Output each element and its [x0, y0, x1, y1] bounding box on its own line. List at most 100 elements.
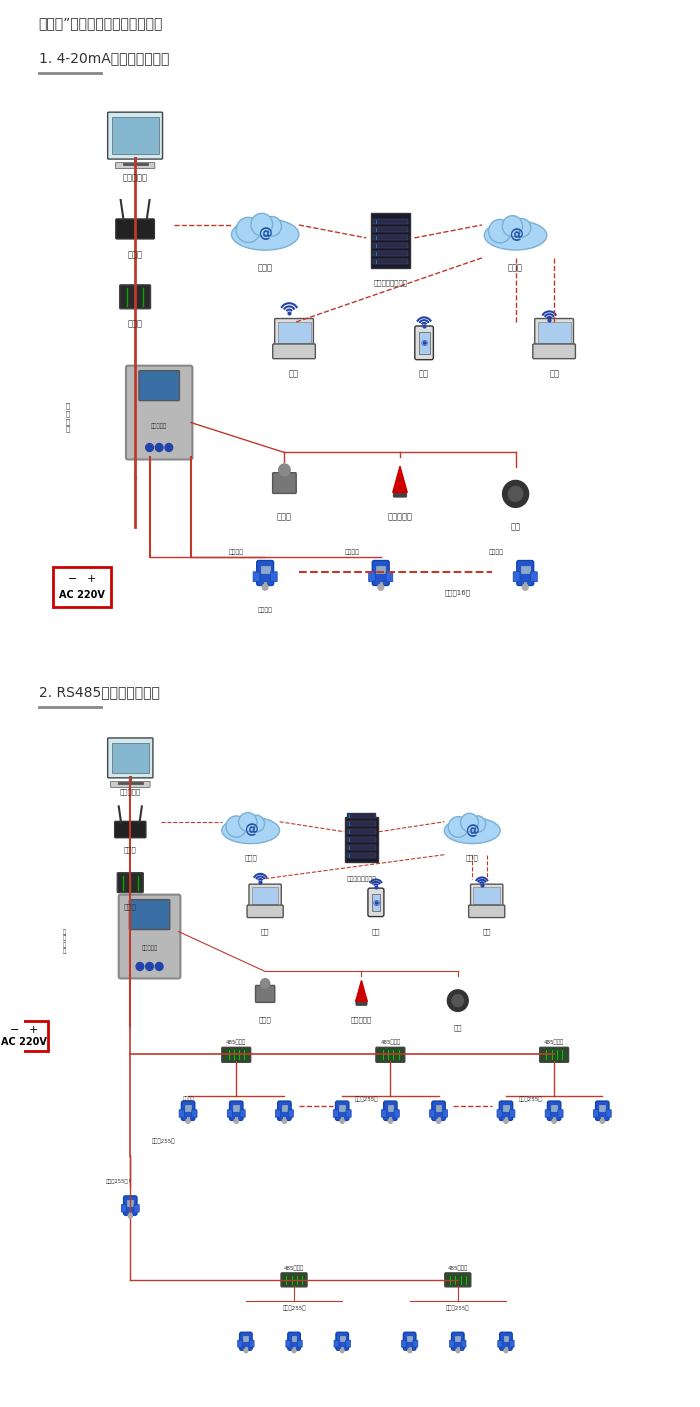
Text: 信号输出: 信号输出 [344, 550, 359, 556]
Text: AC 220V: AC 220V [60, 590, 105, 601]
FancyBboxPatch shape [274, 318, 314, 346]
FancyBboxPatch shape [273, 343, 316, 359]
FancyBboxPatch shape [371, 212, 409, 267]
FancyBboxPatch shape [388, 1106, 393, 1110]
FancyBboxPatch shape [372, 893, 380, 910]
FancyBboxPatch shape [252, 888, 279, 905]
FancyBboxPatch shape [346, 837, 377, 841]
Text: 互联网: 互联网 [244, 854, 257, 861]
FancyBboxPatch shape [179, 1110, 184, 1117]
FancyBboxPatch shape [192, 1110, 197, 1117]
FancyBboxPatch shape [222, 1047, 251, 1062]
FancyBboxPatch shape [533, 343, 575, 359]
Ellipse shape [456, 991, 459, 998]
FancyBboxPatch shape [547, 1102, 561, 1120]
FancyBboxPatch shape [257, 560, 274, 585]
Ellipse shape [519, 491, 527, 497]
FancyBboxPatch shape [139, 370, 179, 401]
Text: 485中继器: 485中继器 [544, 1040, 564, 1045]
FancyBboxPatch shape [415, 326, 433, 360]
FancyBboxPatch shape [253, 571, 260, 581]
Text: 电磁阀: 电磁阀 [259, 1016, 272, 1023]
FancyBboxPatch shape [334, 1341, 339, 1348]
Circle shape [513, 218, 531, 236]
FancyBboxPatch shape [552, 1106, 557, 1110]
Circle shape [186, 1119, 190, 1123]
Ellipse shape [460, 999, 467, 1002]
FancyBboxPatch shape [335, 1102, 349, 1120]
Circle shape [136, 962, 144, 971]
FancyBboxPatch shape [538, 322, 570, 343]
FancyBboxPatch shape [346, 813, 377, 817]
Circle shape [262, 584, 268, 590]
Polygon shape [356, 981, 368, 1002]
Circle shape [448, 816, 468, 837]
Circle shape [248, 815, 265, 832]
FancyBboxPatch shape [130, 899, 170, 930]
FancyBboxPatch shape [498, 1341, 503, 1348]
FancyBboxPatch shape [118, 872, 144, 892]
Text: 单机版电脑: 单机版电脑 [120, 789, 141, 795]
FancyBboxPatch shape [606, 1110, 611, 1117]
Text: 可连接255台: 可连接255台 [518, 1096, 542, 1102]
Circle shape [508, 487, 523, 501]
FancyBboxPatch shape [111, 781, 150, 788]
FancyBboxPatch shape [461, 1341, 466, 1348]
FancyBboxPatch shape [468, 905, 505, 917]
FancyBboxPatch shape [449, 1341, 454, 1348]
Circle shape [470, 816, 486, 832]
FancyBboxPatch shape [452, 1332, 464, 1351]
FancyBboxPatch shape [111, 117, 159, 155]
FancyBboxPatch shape [288, 1332, 300, 1351]
FancyBboxPatch shape [281, 1273, 307, 1287]
Text: AC 220V: AC 220V [1, 1037, 48, 1047]
FancyBboxPatch shape [376, 1047, 405, 1062]
FancyBboxPatch shape [0, 1021, 48, 1051]
Ellipse shape [444, 817, 500, 844]
FancyBboxPatch shape [384, 1102, 397, 1120]
FancyBboxPatch shape [286, 1341, 290, 1348]
FancyBboxPatch shape [510, 1341, 514, 1348]
Circle shape [461, 813, 478, 832]
FancyBboxPatch shape [108, 737, 153, 778]
FancyBboxPatch shape [510, 1110, 515, 1117]
FancyBboxPatch shape [346, 829, 377, 834]
Text: @: @ [509, 228, 522, 242]
Text: 路由器: 路由器 [124, 847, 136, 853]
FancyBboxPatch shape [247, 905, 284, 917]
Text: 信号输出: 信号输出 [258, 608, 272, 613]
Text: 路由器: 路由器 [127, 250, 143, 259]
FancyBboxPatch shape [435, 1106, 442, 1110]
FancyBboxPatch shape [517, 560, 533, 585]
Circle shape [456, 1349, 460, 1352]
FancyBboxPatch shape [386, 571, 393, 581]
Ellipse shape [232, 218, 299, 250]
FancyBboxPatch shape [594, 1110, 598, 1117]
FancyBboxPatch shape [344, 817, 378, 861]
FancyBboxPatch shape [403, 1332, 416, 1351]
Text: 转换器: 转换器 [127, 319, 143, 329]
FancyBboxPatch shape [333, 1110, 338, 1117]
Circle shape [552, 1119, 557, 1123]
FancyBboxPatch shape [238, 1341, 242, 1348]
FancyBboxPatch shape [473, 888, 500, 905]
FancyBboxPatch shape [394, 1110, 399, 1117]
Text: ◉: ◉ [372, 898, 379, 908]
FancyBboxPatch shape [53, 567, 111, 608]
Circle shape [340, 1119, 344, 1123]
Circle shape [226, 816, 246, 837]
FancyBboxPatch shape [346, 1110, 351, 1117]
Text: 可连接16个: 可连接16个 [444, 590, 471, 595]
Text: 信号输出: 信号输出 [229, 550, 244, 556]
Text: 可连接255台↑: 可连接255台↑ [106, 1179, 133, 1183]
FancyBboxPatch shape [373, 219, 407, 224]
FancyBboxPatch shape [186, 1106, 191, 1110]
Circle shape [504, 1349, 508, 1352]
Circle shape [378, 584, 384, 590]
Text: 手机: 手机 [419, 370, 429, 378]
FancyBboxPatch shape [249, 884, 281, 908]
FancyBboxPatch shape [599, 1106, 605, 1110]
Text: −: − [10, 1026, 20, 1036]
Circle shape [262, 217, 281, 236]
FancyBboxPatch shape [127, 1200, 133, 1206]
